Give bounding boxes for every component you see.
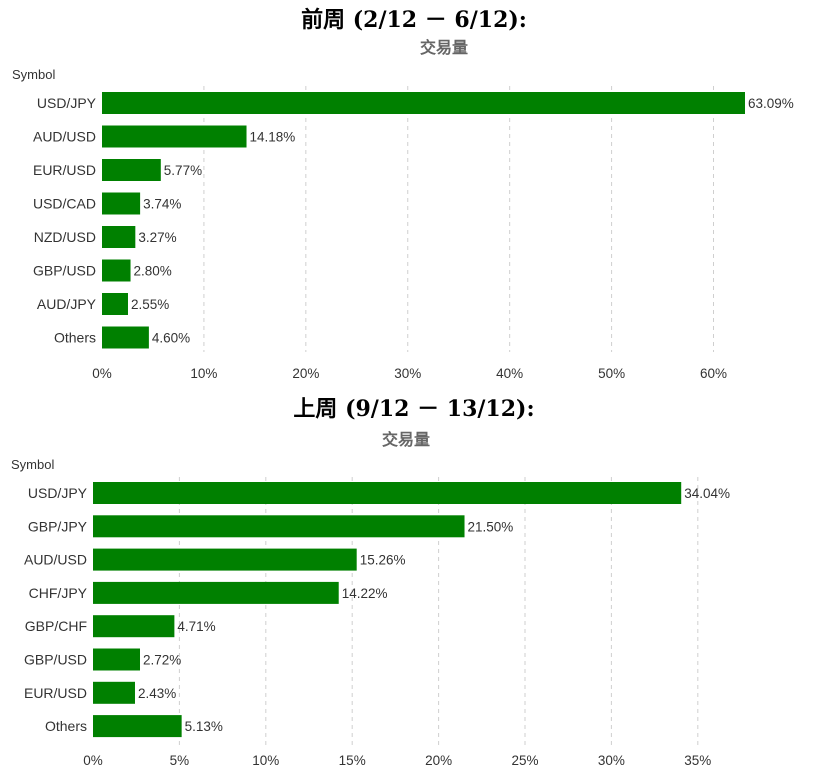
chart2-category-label: USD/JPY: [28, 485, 88, 501]
chart2-bar: [93, 615, 175, 638]
chart2-x-tick-label: 15%: [339, 753, 366, 768]
chart1-bar: [102, 226, 136, 248]
chart2-bar: [93, 482, 682, 504]
chart1-x-tick-label: 10%: [190, 366, 217, 381]
chart1-data-label: 4.60%: [152, 331, 190, 346]
chart2-bar: [93, 581, 339, 604]
chart2-data-label: 5.13%: [185, 719, 223, 734]
chart2-bar: [93, 715, 182, 738]
chart2-heading: 上周 (9/12 － 13/12):: [293, 396, 535, 422]
chart1-data-label: 63.09%: [748, 96, 794, 111]
chart2-category-label: CHF/JPY: [29, 585, 88, 601]
chart2-bar: [93, 681, 135, 704]
chart2-data-label: 15.26%: [360, 553, 406, 568]
chart2-data-label: 21.50%: [468, 519, 514, 534]
chart1-bar: [102, 259, 131, 282]
chart1-y-axis-title: Symbol: [12, 67, 55, 82]
chart2-x-tick-label: 0%: [83, 753, 103, 768]
chart1-bar: [102, 293, 128, 315]
chart2-data-label: 34.04%: [684, 486, 730, 501]
chart1-data-label: 3.27%: [138, 230, 176, 245]
chart2-x-tick-label: 30%: [598, 753, 625, 768]
chart1-x-tick-label: 0%: [92, 366, 112, 381]
chart2-bar: [93, 548, 357, 571]
chart2-bar: [93, 515, 465, 538]
chart1-bar: [102, 326, 149, 349]
chart2-x-tick-label: 25%: [511, 753, 538, 768]
chart1-data-label: 3.74%: [143, 197, 181, 212]
chart1-data-label: 5.77%: [164, 163, 202, 178]
chart2-x-tick-label: 5%: [170, 753, 190, 768]
chart2-x-tick-label: 20%: [425, 753, 452, 768]
chart2-category-label: EUR/USD: [24, 685, 87, 701]
chart1-category-label: NZD/USD: [34, 229, 96, 245]
chart2-data-label: 14.22%: [342, 586, 388, 601]
chart1-x-tick-label: 50%: [598, 366, 625, 381]
chart2-svg: 交易量 Symbol 0% 5% 10% 15% 20% 25% 30% 35% USD/JPY 34…: [11, 430, 730, 768]
chart2-category-label: Others: [45, 718, 87, 734]
chart2-data-label: 4.71%: [177, 619, 215, 634]
chart1-category-label: GBP/USD: [33, 263, 96, 279]
chart1-x-tick-label: 20%: [292, 366, 319, 381]
chart2-data-label: 2.43%: [138, 686, 176, 701]
chart1-bar: [102, 125, 247, 148]
chart1-category-label: USD/JPY: [37, 95, 97, 111]
chart1-category-label: USD/CAD: [33, 196, 96, 212]
chart2-bar: [93, 648, 141, 671]
chart2-title: 交易量: [382, 430, 430, 449]
chart2-y-axis-title: Symbol: [11, 457, 54, 472]
chart2-category-label: AUD/USD: [24, 552, 87, 568]
chart2-data-label: 2.72%: [143, 653, 181, 668]
chart1-category-label: EUR/USD: [33, 162, 96, 178]
chart2-category-label: GBP/JPY: [28, 518, 88, 534]
chart1-x-tick-label: 40%: [496, 366, 523, 381]
chart1-data-label: 14.18%: [250, 130, 296, 145]
chart1-category-label: AUD/JPY: [37, 296, 97, 312]
chart1-bar: [102, 192, 141, 215]
chart2-x-tick-label: 35%: [684, 753, 711, 768]
chart1-data-label: 2.55%: [131, 297, 169, 312]
chart1-x-tick-label: 30%: [394, 366, 421, 381]
chart1-x-tick-label: 60%: [700, 366, 727, 381]
chart2-x-tick-label: 10%: [252, 753, 279, 768]
chart1-heading: 前周 (2/12 － 6/12):: [301, 7, 527, 33]
chart1-bar: [102, 92, 745, 114]
chart1-data-label: 2.80%: [134, 264, 172, 279]
chart1-bar: [102, 159, 161, 181]
chart1-title: 交易量: [420, 38, 468, 57]
chart1-category-label: AUD/USD: [33, 129, 96, 145]
chart2-category-label: GBP/CHF: [25, 618, 87, 634]
chart2-category-label: GBP/USD: [24, 652, 87, 668]
chart1-svg: 交易量 Symbol 0% 10% 20% 30% 40% 50% 60% USD/JPY 63.0…: [12, 38, 794, 381]
chart1-category-label: Others: [54, 330, 96, 346]
